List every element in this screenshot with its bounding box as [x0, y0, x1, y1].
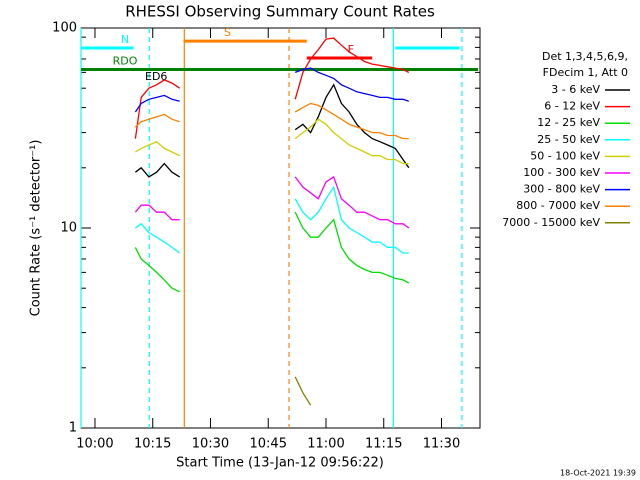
footer: 18-Oct-2021 19:39 — [560, 469, 636, 478]
series-line — [135, 185, 409, 254]
legend-label: 100 - 300 keV — [523, 166, 600, 179]
legend-label: 800 - 7000 keV — [516, 199, 600, 212]
x-tick-label: 10:15 — [134, 437, 171, 452]
flag-label: RDO — [113, 55, 138, 68]
legend-label: 25 - 50 keV — [537, 133, 600, 146]
y-tick-label: 100 — [52, 21, 77, 36]
flag-label: N — [121, 33, 129, 46]
series-line — [134, 175, 410, 229]
y-axis-label: Count Rate (s⁻¹ detector⁻¹) — [29, 140, 44, 317]
series-line — [134, 211, 410, 293]
x-axis-label: Start Time (13-Jan-12 09:56:22) — [176, 456, 384, 471]
x-tick-label: 11:00 — [307, 437, 344, 452]
legend-label: 300 - 800 keV — [523, 183, 600, 196]
legend-header: Det 1,3,4,5,6,9, — [542, 50, 628, 63]
series-line — [134, 37, 410, 139]
legend-label: 12 - 25 keV — [537, 116, 600, 129]
x-tick-label: 10:00 — [76, 437, 113, 452]
x-tick-label: 11:15 — [365, 437, 402, 452]
y-tick-label: 10 — [60, 221, 77, 236]
flag-label: S — [224, 26, 231, 39]
legend-label: 6 - 12 keV — [544, 100, 600, 113]
flag-label: F — [348, 43, 354, 56]
x-tick-label: 10:45 — [250, 437, 287, 452]
series-line — [134, 102, 409, 140]
series-line — [135, 83, 410, 178]
legend-header: FDecim 1, Att 0 — [543, 66, 628, 79]
legend-label: 7000 - 15000 keV — [502, 216, 600, 229]
legend-label: 3 - 6 keV — [551, 83, 600, 96]
annotation: ED6 — [145, 70, 167, 83]
chart-title: RHESSI Observing Summary Count Rates — [125, 3, 435, 21]
x-tick-label: 11:30 — [423, 437, 460, 452]
legend-label: 50 - 100 keV — [530, 149, 600, 162]
series-line — [294, 376, 312, 406]
x-tick-label: 10:30 — [192, 437, 229, 452]
series-line — [135, 118, 409, 165]
y-tick-label: 1 — [69, 421, 77, 436]
series-line — [134, 67, 410, 113]
